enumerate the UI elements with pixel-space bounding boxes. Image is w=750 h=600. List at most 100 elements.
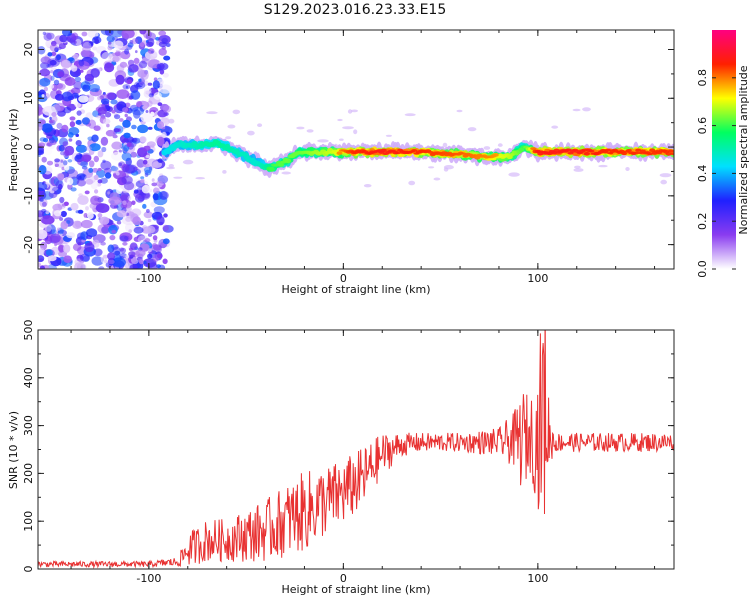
noise-speckle [39, 119, 46, 125]
noise-speckle [107, 252, 116, 261]
noise-speckle [159, 69, 165, 75]
noise-speckle [76, 110, 82, 116]
noise-speckle [100, 136, 109, 146]
noise-speckle [111, 229, 117, 234]
noise-speckle [41, 94, 45, 98]
noise-speckle [38, 146, 44, 155]
noise-speckle [88, 119, 96, 129]
noise-speckle [66, 220, 71, 224]
track-cell [646, 152, 653, 156]
noise-speckle [133, 189, 139, 194]
x-tick-label: 0 [340, 272, 347, 285]
noise-speckle [85, 206, 89, 211]
noise-speckle [137, 124, 149, 134]
noise-speckle [141, 70, 149, 80]
noise-speckle [38, 182, 48, 192]
noise-speckle [573, 168, 584, 172]
noise-speckle [144, 87, 152, 94]
y-tick-label: 0 [22, 144, 35, 151]
noise-speckle [124, 113, 128, 118]
noise-speckle [107, 191, 111, 195]
noise-speckle [128, 64, 139, 73]
noise-speckle [109, 235, 116, 241]
colorbar-tick-label: 0.4 [696, 165, 709, 183]
noise-speckle [88, 41, 94, 46]
noise-speckle [598, 164, 608, 168]
noise-speckle [46, 160, 54, 166]
noise-speckle [86, 228, 98, 238]
track-cell [380, 148, 387, 153]
noise-speckle [363, 184, 372, 188]
noise-speckle [59, 217, 64, 221]
noise-speckle [157, 158, 163, 163]
track-cell [278, 163, 285, 167]
noise-speckle [121, 30, 135, 39]
noise-speckle [60, 159, 64, 163]
noise-speckle [100, 30, 113, 36]
noise-speckle [102, 254, 109, 259]
noise-speckle [56, 54, 61, 60]
noise-speckle [107, 45, 113, 51]
noise-speckle [54, 163, 60, 167]
noise-speckle [113, 128, 120, 133]
noise-speckle [58, 183, 63, 190]
noise-speckle [98, 266, 105, 269]
noise-speckle [101, 146, 107, 153]
track-cell [649, 148, 656, 152]
noise-speckle [159, 191, 169, 200]
noise-speckle [81, 117, 91, 125]
noise-speckle [145, 110, 149, 113]
noise-speckle [64, 150, 70, 157]
track-cell [474, 155, 481, 160]
noise-speckle [114, 114, 121, 120]
noise-speckle [168, 164, 174, 168]
y-tick-label: 0 [22, 566, 35, 573]
noise-speckle [133, 57, 140, 65]
noise-speckle [73, 40, 77, 44]
noise-speckle [156, 121, 165, 129]
y-axis-label: Frequency (Hz) [7, 109, 20, 192]
noise-speckle [93, 125, 101, 131]
noise-speckle [63, 244, 71, 253]
noise-speckle [66, 169, 79, 180]
noise-speckle [85, 178, 94, 185]
noise-speckle [122, 164, 136, 174]
noise-speckle [147, 233, 153, 237]
noise-speckle [41, 156, 47, 163]
noise-speckle [84, 242, 95, 253]
noise-speckle [157, 102, 163, 107]
track-cell [411, 149, 418, 152]
noise-speckle [62, 141, 69, 147]
noise-speckle [87, 30, 99, 38]
colorbar-tick-label: 0.2 [696, 212, 709, 230]
noise-speckle [97, 150, 104, 158]
noise-speckle [57, 71, 64, 78]
noise-speckle [162, 224, 169, 232]
noise-speckle [128, 229, 132, 233]
noise-speckle [39, 137, 47, 142]
noise-speckle [121, 152, 132, 162]
noise-speckle [140, 176, 145, 180]
noise-speckle [75, 221, 82, 228]
track-cell [625, 149, 632, 152]
noise-speckle [54, 102, 65, 112]
noise-speckle [47, 255, 57, 262]
noise-speckle [75, 119, 82, 125]
noise-speckle [111, 141, 123, 150]
track-cell [268, 166, 275, 172]
noise-speckle [50, 233, 61, 243]
noise-speckle [100, 160, 112, 171]
noise-speckle [40, 56, 51, 65]
noise-speckle [75, 38, 82, 46]
track-cell [581, 148, 588, 152]
noise-speckle [296, 126, 305, 130]
noise-speckle [74, 262, 83, 269]
noise-speckle [126, 79, 133, 85]
noise-speckle [39, 77, 51, 87]
noise-speckle [68, 138, 73, 142]
noise-speckle [51, 51, 57, 56]
noise-speckle [54, 93, 64, 101]
noise-speckle [73, 53, 79, 59]
track-cell [604, 148, 611, 152]
noise-speckle [106, 35, 115, 43]
